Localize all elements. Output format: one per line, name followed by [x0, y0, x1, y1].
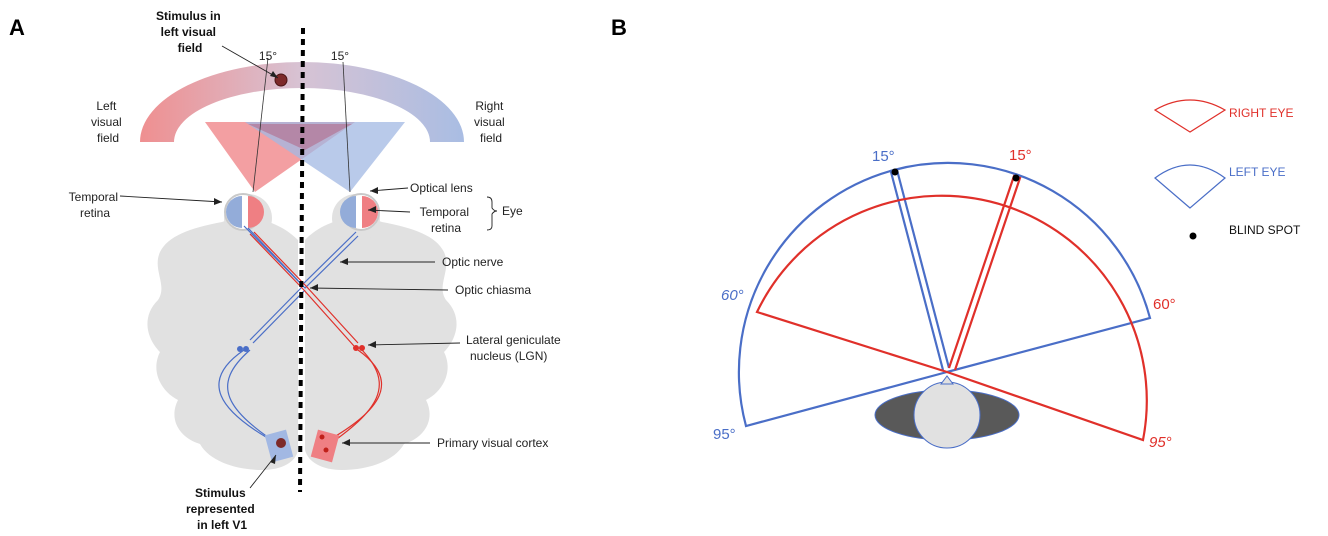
legend-left-eye-icon — [1154, 164, 1226, 209]
panel-a: A — [9, 9, 564, 532]
lgn-nuclei — [237, 345, 365, 352]
stimulus-v1-label: Stimulus represented in left V1 — [186, 486, 258, 532]
stimulus-dot — [274, 73, 288, 87]
panel-b: B 15° 15° 60° 60° 95° 95° RIGHT EYE — [611, 15, 1301, 451]
legend-blind-spot-icon — [1189, 232, 1197, 240]
annotation-arrows — [119, 45, 498, 489]
visual-cones — [205, 57, 405, 193]
v1-left — [264, 429, 294, 463]
right-visual-pathway — [249, 231, 383, 449]
blue-95-label: 95° — [713, 426, 736, 443]
temporal-retina-right-label: Temporal retina — [420, 205, 473, 235]
legend-left-eye-label: LEFT EYE — [1229, 165, 1285, 179]
arrow-heads — [214, 71, 378, 464]
optic-chiasma-label: Optic chiasma — [455, 283, 531, 297]
lgn-label: Lateral geniculate nucleus (LGN) — [466, 333, 564, 363]
red-95-label: 95° — [1149, 434, 1172, 451]
blue-15-label: 15° — [872, 148, 895, 165]
red-15-label: 15° — [1009, 147, 1032, 164]
head — [913, 381, 981, 449]
temporal-retina-left-label: Temporal retina — [69, 190, 122, 220]
left-eye — [224, 193, 264, 231]
right-eye — [340, 193, 380, 231]
optic-nerve-label: Optic nerve — [442, 255, 504, 269]
deg-15-right: 15° — [331, 49, 349, 63]
red-60-label: 60° — [1153, 296, 1176, 313]
eye-label: Eye — [502, 204, 523, 218]
primary-visual-cortex-label: Primary visual cortex — [437, 436, 548, 450]
left-visual-pathway — [218, 225, 359, 449]
stimulus-field-label: Stimulus in left visual field — [156, 9, 224, 55]
blind-spot-right — [1012, 174, 1020, 182]
right-visual-field-label: Right visual field — [474, 99, 508, 145]
blue-60-label: 60° — [721, 287, 744, 304]
legend-blind-spot-label: BLIND SPOT — [1229, 223, 1301, 237]
blind-spot-left — [891, 168, 899, 176]
legend-right-eye-label: RIGHT EYE — [1229, 106, 1293, 120]
deg-15-left: 15° — [259, 49, 277, 63]
nose — [940, 375, 954, 385]
v1-right — [310, 429, 340, 463]
left-visual-field-label: Left visual field — [91, 99, 125, 145]
visual-field-arc — [140, 62, 464, 142]
legend-right-eye-icon — [1153, 99, 1227, 133]
optical-lens-label: Optical lens — [410, 181, 473, 195]
panel-a-label: A — [9, 15, 25, 40]
legend: RIGHT EYE LEFT EYE BLIND SPOT — [1153, 99, 1301, 240]
midline-dashed — [298, 27, 305, 493]
panel-b-label: B — [611, 15, 627, 40]
